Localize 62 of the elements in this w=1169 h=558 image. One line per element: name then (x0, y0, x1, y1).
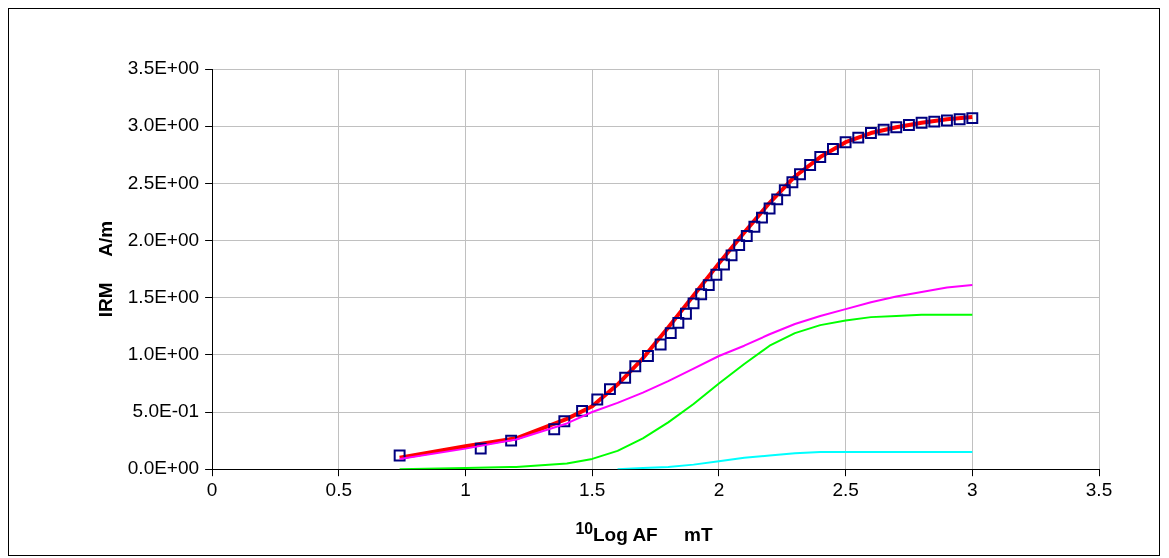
point (702, 279, 715, 292)
point (794, 168, 806, 181)
y-tick-label: 0.0E+00 (127, 457, 200, 479)
point (576, 404, 589, 417)
point (804, 159, 817, 171)
point (718, 258, 730, 271)
point (966, 112, 979, 125)
point (733, 239, 746, 252)
point (928, 115, 941, 128)
point (826, 143, 839, 155)
point (890, 121, 903, 134)
point (393, 449, 406, 462)
point (748, 220, 761, 233)
point (740, 229, 753, 242)
y-tick-label: 3.5E+00 (127, 57, 200, 79)
point (558, 415, 571, 428)
point (680, 307, 692, 320)
point (474, 442, 487, 455)
point (852, 131, 865, 144)
point (672, 316, 685, 329)
point (687, 297, 700, 310)
y-tick-label: 2.5E+00 (127, 171, 200, 193)
point (642, 350, 654, 362)
x-tick-label: 1 (460, 478, 471, 500)
point (864, 127, 877, 139)
x-tick-label: 2.5 (832, 478, 859, 500)
point (591, 393, 604, 406)
point (664, 327, 677, 340)
x-axis-title: $^{10}$Log AF mT (574, 520, 714, 547)
x-tick-label: 1.5 (579, 478, 606, 500)
point (915, 116, 928, 129)
point (654, 338, 667, 351)
point (619, 371, 632, 384)
point (903, 119, 915, 131)
point (839, 136, 852, 149)
x-tick-label: 3.5 (1085, 478, 1113, 500)
y-axis-title: IRM A/m (94, 220, 116, 318)
point (941, 114, 953, 127)
point (756, 211, 768, 224)
point (778, 184, 791, 197)
point (877, 123, 890, 136)
x-tick-label: 2 (713, 478, 725, 500)
point (710, 268, 723, 281)
x-tick-label: 3 (967, 478, 978, 500)
y-tick-label: 1.0E+00 (127, 343, 200, 365)
point (725, 249, 738, 262)
point (953, 113, 966, 126)
y-tick-label: 2.0E+00 (127, 228, 200, 250)
x-tick-label: 0.5 (325, 478, 353, 500)
x-tick-label: 0 (206, 478, 218, 500)
point (505, 434, 518, 447)
y-tick-label: 1.5E+00 (127, 285, 200, 307)
point (604, 383, 616, 396)
point (695, 288, 708, 301)
point (786, 176, 799, 189)
point (771, 193, 784, 206)
point (548, 423, 561, 436)
point (629, 360, 642, 373)
point (763, 202, 776, 215)
y-tick-label: 3.0E+00 (127, 114, 200, 136)
point (814, 151, 827, 163)
y-tick-label: 5.0E-01 (132, 400, 200, 422)
